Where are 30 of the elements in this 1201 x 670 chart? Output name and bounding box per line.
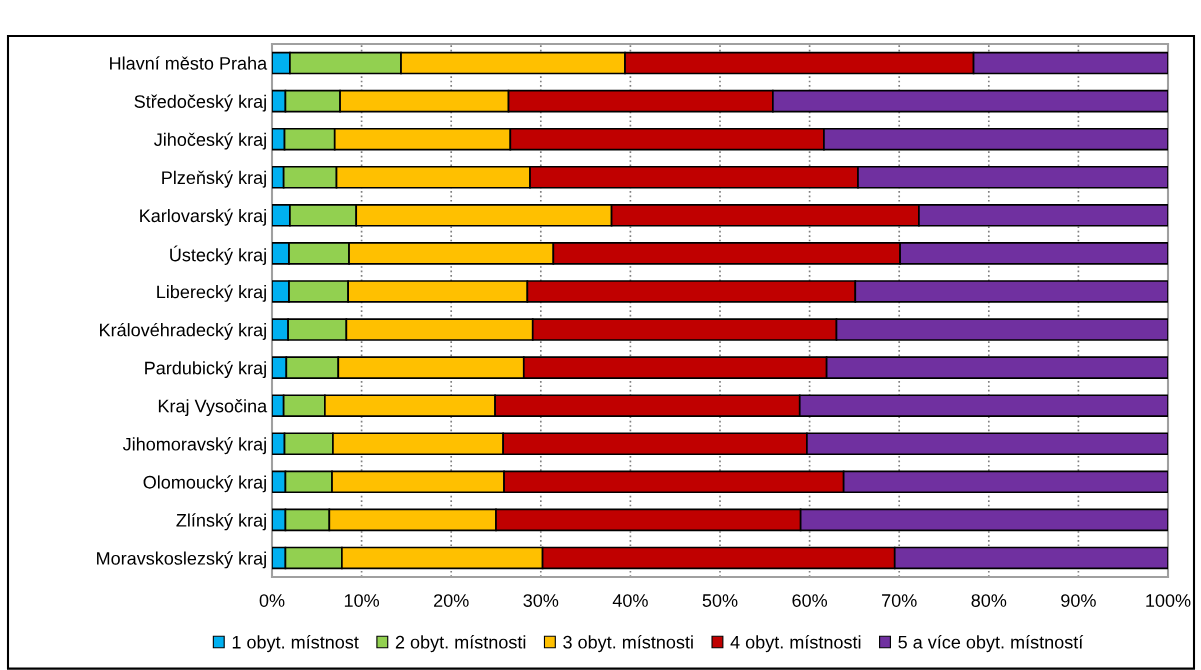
y-tick-label: Jihomoravský kraj — [122, 437, 266, 455]
x-tick-label: 70% — [882, 594, 917, 607]
y-tick-label: Ústecký kraj — [170, 245, 266, 265]
y-tick-label: Pardubický kraj — [145, 360, 266, 378]
x-tick-label: 0% — [259, 594, 285, 607]
y-tick-label: Karlovarský kraj — [140, 208, 266, 226]
legend-label: 3 obyt. místnosti — [563, 635, 693, 653]
y-tick-label: Olomoucký kraj — [143, 475, 266, 493]
x-tick-label: 20% — [434, 594, 469, 607]
y-tick-label: Středočeský kraj — [134, 94, 266, 112]
x-tick-label: 30% — [523, 594, 559, 607]
x-tick-label: 10% — [344, 594, 380, 607]
x-tick-label: 90% — [1061, 594, 1096, 607]
legend-label: 5 a více obyt. místností — [898, 635, 1084, 653]
x-tick-label: 40% — [612, 594, 648, 607]
y-tick-label: Hlavní město Praha — [110, 56, 268, 70]
x-tick-label: 100% — [1146, 594, 1191, 607]
y-tick-label: Plzeňský kraj — [162, 170, 266, 188]
x-tick-label: 80% — [971, 594, 1007, 607]
y-tick-label: Jihočeský kraj — [154, 132, 266, 150]
y-tick-label: Moravskoslezský kraj — [97, 551, 266, 569]
y-tick-label: Kraj Vysočina — [158, 399, 268, 416]
y-tick-label: Liberecký kraj — [157, 284, 266, 302]
legend-label: 4 obyt. místnosti — [730, 635, 861, 653]
legend-label: 2 obyt. místnosti — [395, 635, 526, 653]
x-tick-label: 60% — [792, 594, 828, 607]
x-tick-label: 50% — [702, 594, 738, 607]
legend-label: 1 obyt. místnost — [232, 635, 359, 653]
y-tick-label: Zlínský kraj — [176, 513, 266, 531]
y-tick-label: Královéhradecký kraj — [100, 322, 266, 340]
